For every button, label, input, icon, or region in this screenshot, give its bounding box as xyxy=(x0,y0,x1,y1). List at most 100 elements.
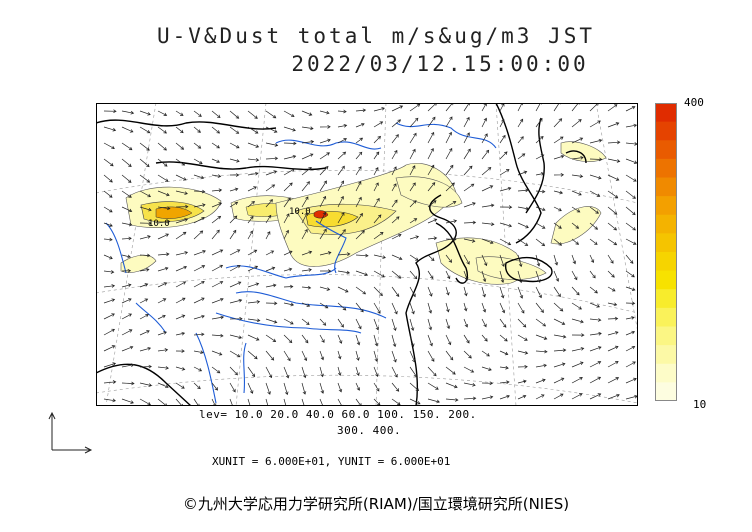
wind-arrow xyxy=(265,156,279,161)
wind-arrow xyxy=(121,254,131,259)
wind-arrow xyxy=(499,380,510,384)
wind-arrow xyxy=(427,218,438,224)
wind-arrow xyxy=(157,266,169,272)
wind-arrow xyxy=(535,172,545,176)
wind-arrow xyxy=(139,174,151,183)
wind-arrow xyxy=(625,238,637,245)
wind-arrow xyxy=(391,350,397,363)
wind-arrow xyxy=(445,382,458,389)
wind-arrow xyxy=(499,222,513,228)
wind-arrow xyxy=(337,212,345,224)
wind-arrow xyxy=(301,166,312,176)
wind-arrow xyxy=(139,235,151,240)
wind-arrow xyxy=(247,200,255,208)
wind-arrow xyxy=(337,151,347,160)
wind-arrow xyxy=(409,318,415,331)
wind-arrow xyxy=(211,126,221,134)
colorbar-segment xyxy=(655,103,677,123)
wind-arrow xyxy=(175,349,185,353)
wind-arrow xyxy=(373,334,379,347)
wind-arrow xyxy=(211,202,223,208)
wind-arrow xyxy=(319,318,327,326)
wind-arrow xyxy=(607,158,621,163)
wind-arrow xyxy=(319,138,331,144)
wind-arrow xyxy=(319,180,327,192)
wind-arrow xyxy=(427,164,435,176)
wind-arrow xyxy=(157,298,167,304)
wind-arrow xyxy=(157,314,166,320)
wind-arrow xyxy=(409,334,415,348)
wind-arrow xyxy=(391,134,399,144)
colorbar-segment xyxy=(655,345,677,365)
wind-arrow xyxy=(607,190,619,199)
wind-arrow xyxy=(391,334,397,348)
wind-arrow xyxy=(499,118,505,128)
wind-arrow xyxy=(265,283,277,288)
wind-arrow xyxy=(265,170,278,176)
wind-arrow xyxy=(283,318,294,325)
wind-arrow xyxy=(247,265,259,272)
wind-arrow xyxy=(319,195,327,208)
wind-arrow xyxy=(499,318,507,328)
wind-arrow xyxy=(157,282,168,288)
wind-arrow xyxy=(121,345,134,352)
wind-arrow xyxy=(193,126,201,133)
wind-arrow xyxy=(121,398,134,404)
wind-arrow xyxy=(589,331,602,336)
wind-arrow xyxy=(121,268,132,273)
wind-arrow xyxy=(499,394,510,400)
wind-arrow xyxy=(283,366,290,379)
wind-arrow xyxy=(373,254,386,259)
wind-arrow xyxy=(320,269,332,273)
wind-arrow xyxy=(553,118,563,128)
wind-arrow xyxy=(391,166,397,176)
wind-arrow xyxy=(463,254,470,265)
wind-arrow xyxy=(409,398,421,405)
wind-arrow xyxy=(103,237,113,242)
wind-arrow xyxy=(355,137,364,144)
wind-arrow xyxy=(517,222,529,229)
wind-arrow xyxy=(427,200,437,208)
wind-arrow xyxy=(229,110,240,119)
wind-arrow xyxy=(445,182,455,192)
wind-arrow xyxy=(121,313,133,320)
wind-arrow xyxy=(265,250,275,256)
wind-arrow xyxy=(103,254,113,260)
wind-arrow xyxy=(625,377,637,384)
wind-arrow xyxy=(427,116,436,128)
wind-arrow xyxy=(175,158,186,166)
wind-arrow xyxy=(139,398,151,406)
wind-arrow xyxy=(517,394,527,400)
wind-arrow xyxy=(337,318,344,328)
wind-arrow xyxy=(409,254,419,261)
colorbar-segment xyxy=(655,326,677,346)
wind-arrow xyxy=(481,350,490,357)
wind-arrow xyxy=(625,158,638,164)
wind-arrow xyxy=(589,174,602,180)
wind-arrow xyxy=(625,270,635,278)
wind-arrow xyxy=(337,165,345,176)
wind-arrow xyxy=(589,302,601,308)
wind-arrow xyxy=(247,366,256,378)
wind-arrow xyxy=(211,350,223,356)
wind-arrow xyxy=(391,105,404,112)
wind-arrow xyxy=(157,366,169,370)
wind-arrow xyxy=(211,366,221,374)
wind-arrow xyxy=(373,350,379,362)
colorbar-segment xyxy=(655,363,677,383)
wind-arrow xyxy=(391,302,398,315)
wind-arrow xyxy=(121,142,133,151)
wind-arrow xyxy=(247,382,254,394)
wind-arrow xyxy=(445,366,456,375)
wind-arrow xyxy=(337,229,346,240)
wind-arrow xyxy=(517,254,523,268)
wind-arrow xyxy=(355,382,361,391)
wind-arrow xyxy=(571,190,582,196)
wind-arrow xyxy=(121,110,135,115)
wind-arrow xyxy=(499,302,506,314)
wind-arrow xyxy=(571,254,577,265)
wind-arrow xyxy=(265,214,272,224)
wind-arrow xyxy=(517,302,525,314)
wind-arrow xyxy=(301,228,308,240)
wind-arrow xyxy=(301,196,309,208)
